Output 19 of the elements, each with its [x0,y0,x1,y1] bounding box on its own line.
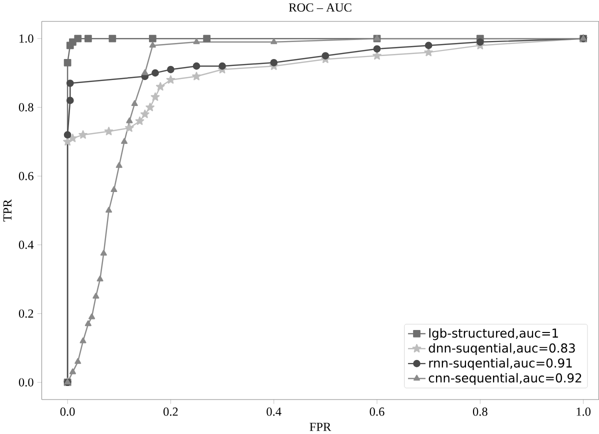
chart-title: ROC – AUC [288,3,352,12]
legend-label: lgb-structured,auc=1 [429,328,558,340]
legend-label: dnn-suqential,auc=0.83 [428,343,575,355]
x-tick-label: 0.6 [370,407,384,416]
x-tick-label: 0.4 [266,407,282,416]
y-tick-label: 0.4 [18,240,34,249]
x-tick-label: 1.0 [576,407,591,416]
y-axis-title: TPR [3,199,12,222]
x-tick-label: 0.2 [164,407,178,416]
y-tick-label: 0.6 [18,172,34,180]
y-tick-label: 0.8 [18,103,34,112]
x-axis-title: FPR [310,422,332,431]
legend-label: cnn-sequential,auc=0.92 [428,372,582,385]
legend-label: rnn-suqential,auc=0.91 [429,358,572,370]
y-tick-label: 1.0 [20,34,34,43]
y-tick-label: 0.2 [18,309,34,318]
x-tick-label: 0.8 [472,407,488,416]
x-tick-label: 0.0 [60,407,75,416]
y-tick-label: 0.0 [18,378,34,386]
